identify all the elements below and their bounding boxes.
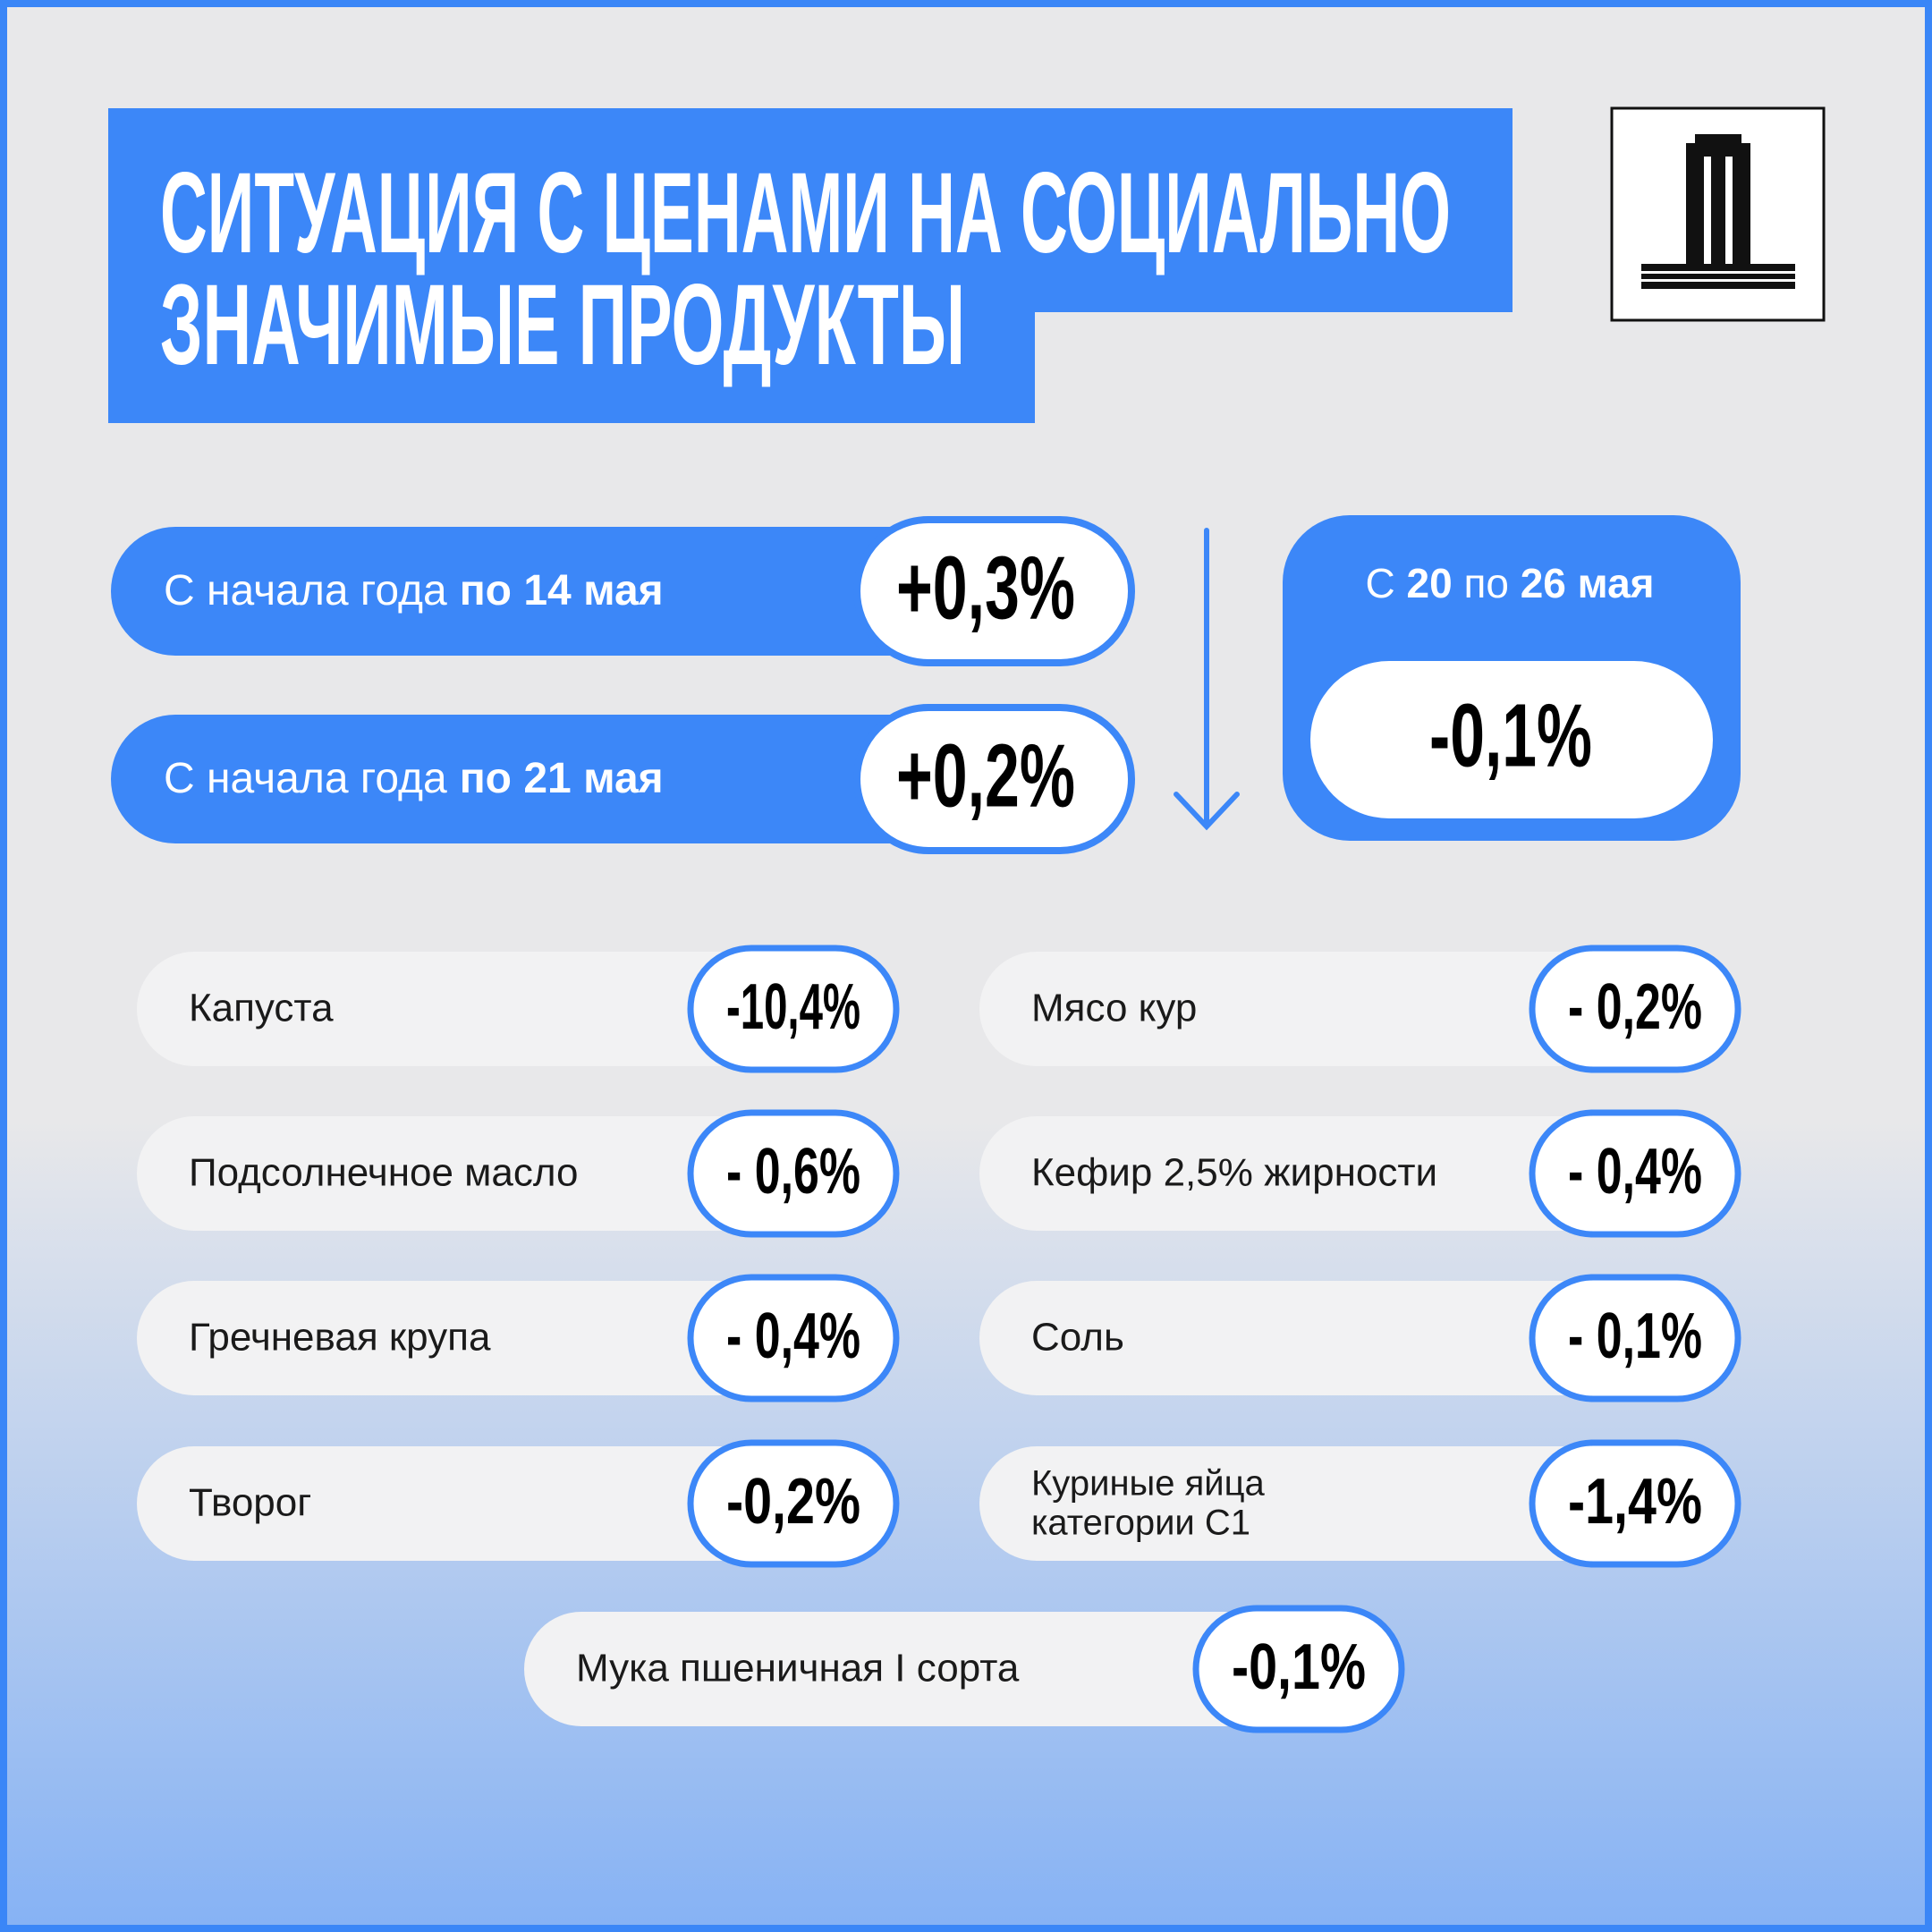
item-value: - 0,4% bbox=[1568, 1136, 1702, 1208]
title-band bbox=[108, 309, 1035, 423]
period-label: С начала года по 21 мая bbox=[164, 755, 664, 802]
item-value: - 0,6% bbox=[726, 1136, 860, 1208]
item-value: -0,1% bbox=[1232, 1631, 1366, 1703]
item-value-pill bbox=[1529, 1439, 1741, 1568]
item-name: категории С1 bbox=[1031, 1504, 1250, 1543]
week-value: -0,1% bbox=[1429, 685, 1592, 785]
week-prefix: С bbox=[1365, 560, 1394, 606]
item-value-pill bbox=[1529, 1274, 1741, 1402]
title-line: СИТУАЦИЯ С ЦЕНАМИ НА СОЦИАЛЬНО bbox=[160, 149, 1451, 277]
item-value-pill bbox=[1529, 1109, 1741, 1238]
period-label-text: С начала года bbox=[164, 755, 447, 802]
item-pill bbox=[137, 952, 864, 1066]
item-value-pill bbox=[687, 1439, 900, 1568]
period-value: +0,2% bbox=[896, 725, 1075, 826]
item-pill bbox=[979, 952, 1706, 1066]
item-pill bbox=[524, 1612, 1369, 1726]
item-value: - 0,4% bbox=[726, 1301, 860, 1372]
item-value-pill bbox=[687, 1274, 900, 1402]
item-value: -1,4% bbox=[1568, 1466, 1702, 1538]
item-value-pill bbox=[1192, 1605, 1405, 1733]
week-card: С 20 по 26 мая -0,1% bbox=[1283, 515, 1741, 841]
item-pill bbox=[137, 1116, 864, 1231]
item-value: -10,4% bbox=[726, 971, 860, 1043]
item-name: Мясо кур bbox=[1031, 987, 1197, 1030]
period-value: +0,3% bbox=[896, 538, 1075, 638]
week-from: 20 bbox=[1406, 560, 1452, 606]
period-value-pill bbox=[853, 516, 1135, 666]
item-pill bbox=[979, 1281, 1706, 1395]
logo bbox=[1610, 106, 1826, 322]
item-value-pill bbox=[687, 1109, 900, 1238]
item-pill bbox=[137, 1281, 864, 1395]
item-name: Гречневая крупа bbox=[189, 1316, 491, 1360]
item-value-pill bbox=[1529, 945, 1741, 1073]
item-name: Капуста bbox=[189, 987, 334, 1030]
item-name: Кефир 2,5% жирности bbox=[1031, 1151, 1437, 1195]
week-to: 26 мая bbox=[1521, 560, 1655, 606]
item-value: -0,2% bbox=[726, 1466, 860, 1538]
item-value: - 0,2% bbox=[1568, 971, 1702, 1043]
week-middle: по bbox=[1463, 560, 1509, 606]
item-name: Творог bbox=[189, 1481, 311, 1525]
title-line: ЗНАЧИМЫЕ ПРОДУКТЫ bbox=[160, 261, 965, 389]
item-pill bbox=[979, 1116, 1706, 1231]
item-name: Подсолнечное масло bbox=[189, 1151, 579, 1195]
period-label-bold: по 21 мая bbox=[460, 755, 664, 802]
period-label-bold: по 14 мая bbox=[460, 567, 664, 614]
period-value-pill bbox=[853, 704, 1135, 854]
item-name: Мука пшеничная I сорта bbox=[576, 1647, 1020, 1690]
item-pill bbox=[137, 1446, 864, 1561]
item-value: - 0,1% bbox=[1568, 1301, 1702, 1372]
period-label: С начала года по 14 мая bbox=[164, 567, 664, 614]
item-value-pill bbox=[687, 945, 900, 1073]
week-label: С 20 по 26 мая bbox=[1365, 560, 1654, 606]
item-pill bbox=[979, 1446, 1706, 1561]
item-name: Соль bbox=[1031, 1316, 1124, 1360]
period-label-text: С начала года bbox=[164, 567, 447, 614]
title-band bbox=[108, 108, 1513, 312]
arrow bbox=[1174, 528, 1240, 831]
item-name: Куриные яйца bbox=[1031, 1464, 1266, 1504]
